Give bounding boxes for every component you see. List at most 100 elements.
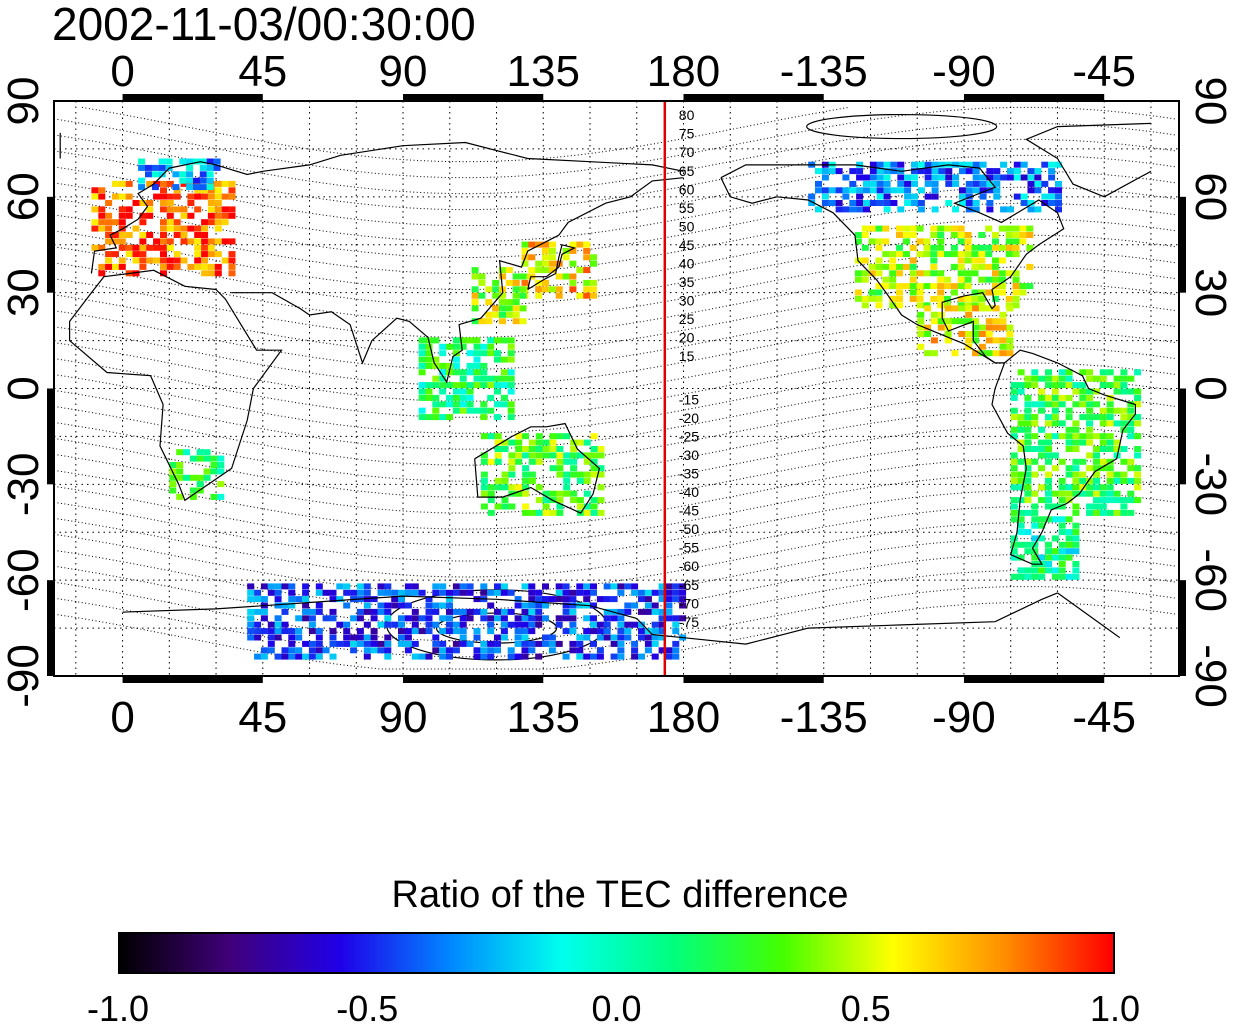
tec-cell bbox=[1012, 289, 1020, 296]
tec-cell bbox=[213, 158, 221, 165]
contour-label: 70 bbox=[679, 144, 695, 160]
tec-cell bbox=[665, 583, 673, 590]
tec-cell bbox=[1058, 477, 1066, 484]
tec-cell bbox=[459, 343, 467, 350]
tec-cell bbox=[165, 158, 173, 165]
tec-cell bbox=[522, 509, 530, 516]
tec-cell bbox=[1031, 414, 1039, 421]
tec-cell bbox=[1120, 420, 1128, 427]
tec-cell bbox=[98, 244, 106, 251]
tec-cell bbox=[160, 270, 167, 277]
tec-cell bbox=[160, 257, 167, 264]
tec-cell bbox=[583, 596, 591, 603]
tec-cell bbox=[194, 193, 202, 200]
axis-tick-labels: 0045459090135135180180-135-135-90-90-45-… bbox=[0, 47, 1235, 742]
tec-cell bbox=[254, 608, 262, 615]
tec-cell bbox=[555, 273, 563, 280]
tec-cell bbox=[998, 276, 1006, 283]
tec-cell bbox=[1017, 573, 1025, 580]
tec-cell bbox=[828, 187, 836, 194]
tec-cell bbox=[1055, 161, 1062, 168]
tec-cell bbox=[1058, 554, 1066, 561]
tec-cell bbox=[146, 257, 154, 264]
tec-cell bbox=[494, 452, 502, 459]
tec-cell bbox=[555, 589, 563, 596]
tec-cell bbox=[979, 174, 987, 181]
tec-cell bbox=[576, 267, 584, 274]
tec-cell bbox=[507, 356, 515, 363]
tec-cell bbox=[1031, 490, 1039, 497]
tec-cell bbox=[562, 628, 570, 635]
tec-cell bbox=[302, 596, 310, 603]
tec-cell bbox=[1120, 407, 1128, 414]
tec-cell bbox=[519, 292, 527, 299]
tec-cell bbox=[937, 295, 945, 302]
tec-cell bbox=[924, 174, 932, 181]
tec-cell bbox=[889, 302, 897, 309]
tec-cell bbox=[1120, 426, 1128, 433]
tec-cell bbox=[854, 289, 862, 296]
tec-cell bbox=[562, 653, 570, 660]
tec-cell bbox=[535, 446, 543, 452]
tec-cell bbox=[959, 168, 966, 175]
tec-cell bbox=[957, 283, 965, 290]
tec-cell bbox=[194, 251, 202, 258]
tec-cell bbox=[617, 608, 625, 615]
tec-cell bbox=[971, 263, 979, 270]
tec-cell bbox=[1106, 382, 1114, 389]
tec-cell bbox=[1013, 168, 1021, 175]
tec-cell bbox=[965, 193, 973, 200]
tec-cell bbox=[459, 407, 467, 414]
tec-cell bbox=[515, 446, 523, 452]
tec-cell bbox=[418, 337, 426, 344]
tec-cell bbox=[288, 634, 296, 641]
tec-cell bbox=[343, 634, 351, 641]
tec-cell bbox=[992, 232, 999, 238]
tec-cell bbox=[937, 311, 945, 318]
tec-cell bbox=[1086, 439, 1094, 446]
tec-cell bbox=[902, 283, 910, 290]
tec-cell bbox=[1026, 283, 1034, 290]
tec-cell bbox=[882, 283, 890, 290]
tec-cell bbox=[473, 362, 481, 369]
tec-cell bbox=[132, 200, 140, 206]
tec-cell bbox=[452, 628, 460, 635]
tec-cell bbox=[535, 653, 543, 660]
tec-cell bbox=[217, 481, 225, 488]
tec-cell bbox=[610, 634, 618, 641]
contour-line bbox=[54, 346, 1176, 418]
tec-cell bbox=[528, 596, 536, 603]
tec-cell bbox=[206, 158, 214, 165]
tec-cell bbox=[228, 206, 236, 213]
tec-cell bbox=[1024, 567, 1032, 574]
tec-cell bbox=[1007, 206, 1014, 213]
tec-cell bbox=[350, 640, 358, 647]
tec-cell bbox=[957, 263, 965, 270]
tec-cell bbox=[214, 238, 222, 245]
tec-cell bbox=[210, 493, 218, 500]
tec-cell bbox=[651, 589, 659, 596]
tec-cell bbox=[924, 168, 932, 175]
tec-cell bbox=[638, 608, 645, 615]
top-lon-tick-label: 135 bbox=[507, 47, 580, 96]
tec-cell bbox=[665, 608, 673, 615]
tec-cell bbox=[432, 608, 440, 615]
tec-cell bbox=[897, 187, 905, 194]
tec-cell bbox=[1010, 503, 1018, 510]
tec-cell bbox=[548, 596, 556, 603]
tec-cell bbox=[992, 270, 999, 277]
tec-cell bbox=[1127, 497, 1135, 504]
tec-cell bbox=[1055, 200, 1062, 206]
tec-cell bbox=[501, 497, 509, 504]
tec-cell bbox=[179, 171, 187, 178]
tec-cell bbox=[193, 158, 200, 165]
tec-cell bbox=[909, 276, 917, 283]
tec-cell bbox=[315, 589, 323, 596]
tec-cell bbox=[315, 628, 323, 635]
tec-cell bbox=[432, 375, 440, 382]
tec-cell bbox=[555, 286, 563, 293]
tec-cell bbox=[1127, 509, 1135, 516]
tec-cell bbox=[1045, 490, 1052, 497]
tec-cell bbox=[1113, 439, 1121, 446]
tec-cell bbox=[902, 225, 910, 232]
